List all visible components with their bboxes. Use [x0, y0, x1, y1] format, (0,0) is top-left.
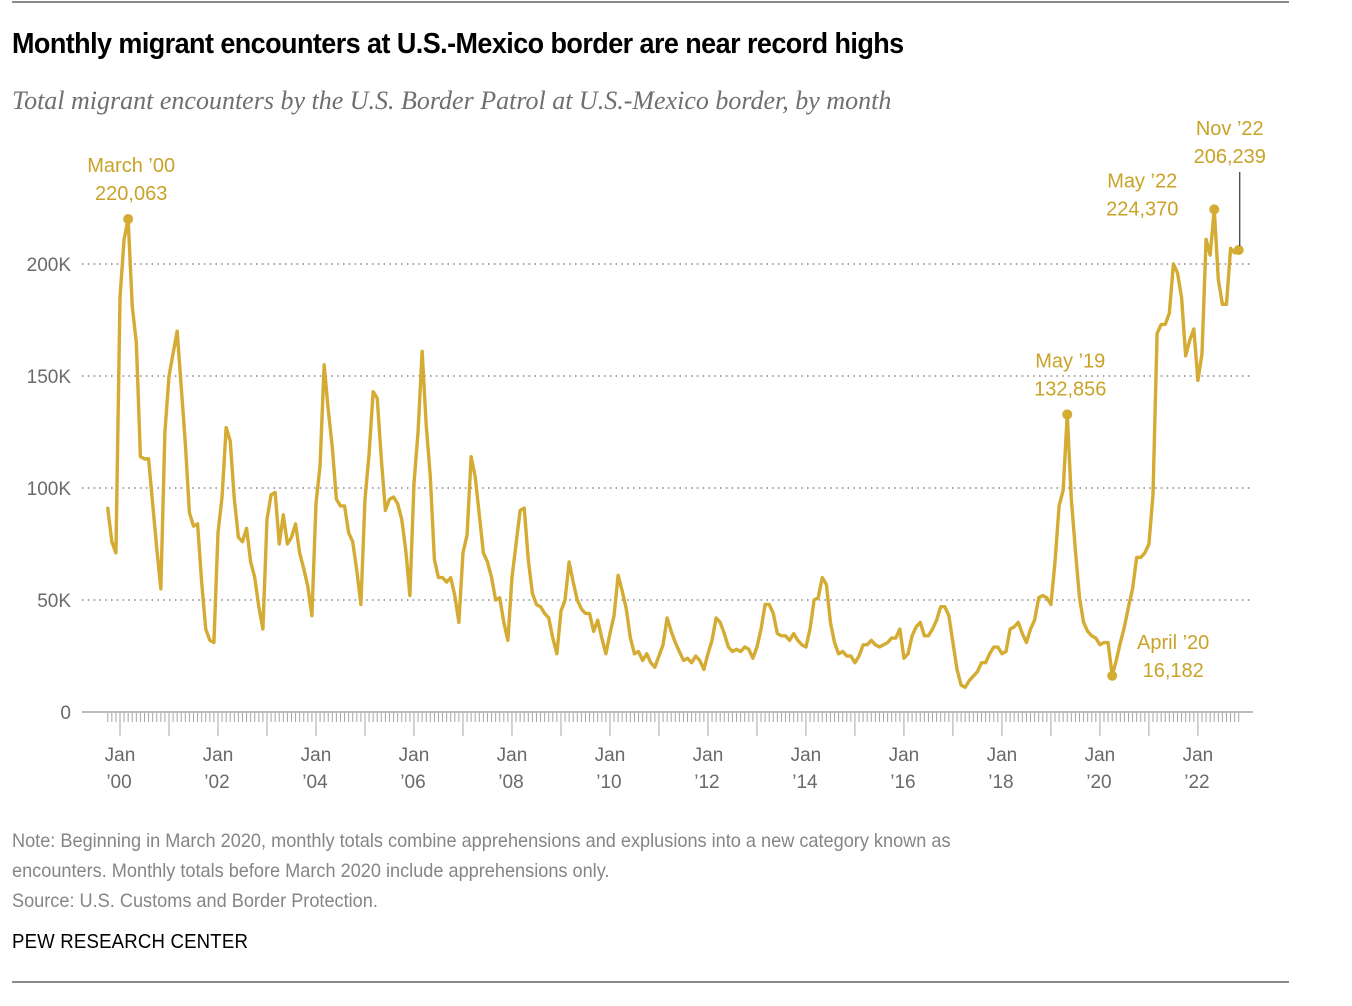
x-tick-label-year: ’16 [890, 772, 915, 793]
bottom-rule [12, 981, 1289, 983]
brand-label: PEW RESEARCH CENTER [12, 931, 249, 953]
y-tick-label: 200K [27, 255, 72, 276]
x-tick-label-year: ’20 [1086, 772, 1111, 793]
annotation-label: May ’22 [1107, 170, 1177, 192]
note-line-2: encounters. Monthly totals before March … [12, 860, 610, 882]
x-tick-label-year: ’18 [988, 772, 1013, 793]
x-tick-label-month: Jan [1085, 745, 1116, 766]
x-tick-label-year: ’06 [400, 772, 425, 793]
x-tick-label-month: Jan [595, 745, 626, 766]
annotation-dot [1209, 204, 1220, 215]
y-tick-label: 0 [60, 703, 71, 724]
gridlines [82, 263, 1253, 601]
x-tick-label-year: ’10 [596, 772, 621, 793]
x-axis: Jan ’00 Jan ’02 Jan ’04 Jan ’06 Jan ’08 Jan ’10 Jan ’… [82, 711, 1253, 793]
x-tick-label-year: ’04 [302, 772, 328, 793]
annotation-dot [1062, 409, 1073, 420]
x-tick-label-year: ’14 [792, 772, 818, 793]
y-axis-labels: 0 50K 100K 150K 200K [27, 255, 72, 724]
x-tick-label-year: ’12 [694, 772, 719, 793]
annotation-label: Nov ’22 [1196, 118, 1264, 140]
x-tick-label-year: ’22 [1184, 772, 1209, 793]
chart-note: Note: Beginning in March 2020, monthly t… [12, 826, 1175, 916]
x-tick-label-year: ’08 [498, 772, 523, 793]
x-tick-label-month: Jan [399, 745, 430, 766]
annotation-value: 132,856 [1034, 378, 1106, 400]
x-tick-label-month: Jan [497, 745, 528, 766]
annotation-dot [1107, 670, 1118, 681]
x-tick-label-month: Jan [791, 745, 822, 766]
annotations: March ’00 220,063 May ’19 132,856 April ’20 1… [87, 118, 1266, 682]
annotation-label: May ’19 [1035, 350, 1105, 372]
x-tick-label-month: Jan [301, 745, 332, 766]
x-tick-label-year: ’00 [106, 772, 131, 793]
x-tick-label-month: Jan [1183, 745, 1214, 766]
series-line [106, 207, 1241, 690]
y-tick-label: 50K [37, 591, 71, 612]
annotation-value: 220,063 [95, 183, 167, 205]
series-group [106, 207, 1241, 690]
source-line: Source: U.S. Customs and Border Protecti… [12, 890, 378, 912]
annotation-label: April ’20 [1137, 632, 1209, 654]
annotation-value: 16,182 [1143, 660, 1204, 682]
x-tick-label-month: Jan [693, 745, 724, 766]
annotation-label: March ’00 [87, 155, 175, 177]
annotation-value: 224,370 [1106, 198, 1178, 220]
chart-subtitle: Total migrant encounters by the U.S. Bor… [12, 86, 892, 115]
x-tick-label-month: Jan [203, 745, 234, 766]
annotation-value: 206,239 [1194, 146, 1266, 168]
x-tick-label-month: Jan [889, 745, 920, 766]
x-tick-label-month: Jan [105, 745, 136, 766]
y-tick-label: 100K [27, 479, 72, 500]
x-tick-label-month: Jan [987, 745, 1018, 766]
annotation-dot [1233, 245, 1244, 256]
note-line-1: Note: Beginning in March 2020, monthly t… [12, 830, 951, 852]
x-tick-label-year: ’02 [204, 772, 229, 793]
chart-title: Monthly migrant encounters at U.S.-Mexic… [12, 28, 904, 60]
annotation-dot [123, 214, 134, 225]
line-chart: 0 50K 100K 150K 200K Jan ’00 Jan ’02 Jan ’04 Jan ’0… [27, 118, 1266, 793]
top-rule [12, 1, 1289, 3]
y-tick-label: 150K [27, 367, 72, 388]
